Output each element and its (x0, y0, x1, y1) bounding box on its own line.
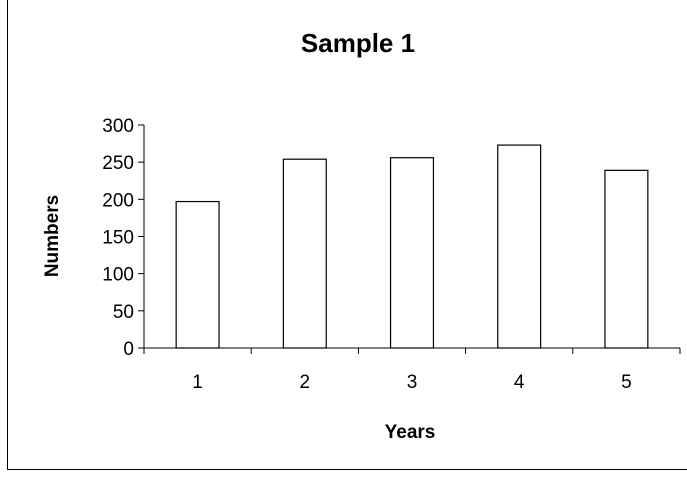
x-axis-ticks: 1 2 3 4 5 (143, 348, 681, 393)
chart-title: Sample 1 (301, 28, 415, 58)
x-tick-label: 5 (621, 372, 632, 393)
y-tick-label: 200 (102, 190, 134, 211)
x-tick-label: 4 (514, 372, 525, 393)
frame-bottom-border (7, 469, 687, 470)
x-tick-label: 2 (300, 372, 311, 393)
bar-2 (282, 158, 327, 349)
bar-3 (389, 157, 435, 349)
y-tick-label: 300 (102, 116, 134, 137)
y-tick-label: 150 (102, 228, 134, 249)
bar-4 (497, 144, 542, 349)
y-axis-title: Numbers (42, 195, 63, 277)
y-tick-label: 0 (123, 339, 134, 360)
x-axis-title: Years (385, 422, 436, 443)
x-tick-label: 3 (407, 372, 418, 393)
x-tick-label: 1 (192, 372, 203, 393)
bar-1 (175, 200, 220, 349)
y-tick-label: 250 (102, 153, 134, 174)
y-tick-label: 50 (113, 302, 134, 323)
y-axis-ticks: 0 50 100 150 200 250 300 (102, 116, 144, 360)
frame-left-border (7, 0, 8, 470)
bar-5 (604, 169, 649, 349)
y-tick-label: 100 (102, 265, 134, 286)
bars (175, 144, 649, 349)
